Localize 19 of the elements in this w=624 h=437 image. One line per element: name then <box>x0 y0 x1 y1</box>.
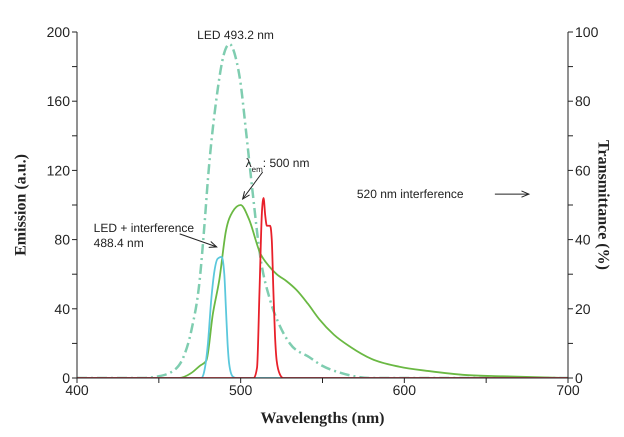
y2-tick-label: 40 <box>575 232 591 248</box>
y2-tick-label: 100 <box>575 24 599 40</box>
y-axis-title: Emission (a.u.) <box>12 154 30 256</box>
y2-tick-label: 20 <box>575 300 591 317</box>
x-axis-title: Wavelengths (nm) <box>260 410 384 427</box>
x-tick-label: 500 <box>228 382 253 398</box>
y2-tick-label: 80 <box>575 93 591 110</box>
y-tick-label: 200 <box>46 24 70 40</box>
annotation: LED 493.2 nm <box>197 28 274 42</box>
y-tick-label: 80 <box>54 232 70 248</box>
y-tick-label: 160 <box>46 93 70 110</box>
y-tick-label: 120 <box>46 162 70 178</box>
annotation: 520 nm interference <box>356 187 464 202</box>
y-tick-label: 40 <box>54 300 70 317</box>
annotation: LED + interference 488.4 nm <box>94 220 194 250</box>
y2-tick-label: 60 <box>575 162 591 178</box>
x-tick-label: 600 <box>392 382 416 398</box>
annotation: λ$_{em}$: 500 nm <box>246 156 310 174</box>
y2-axis-title: Transmittance (%) <box>594 140 612 270</box>
